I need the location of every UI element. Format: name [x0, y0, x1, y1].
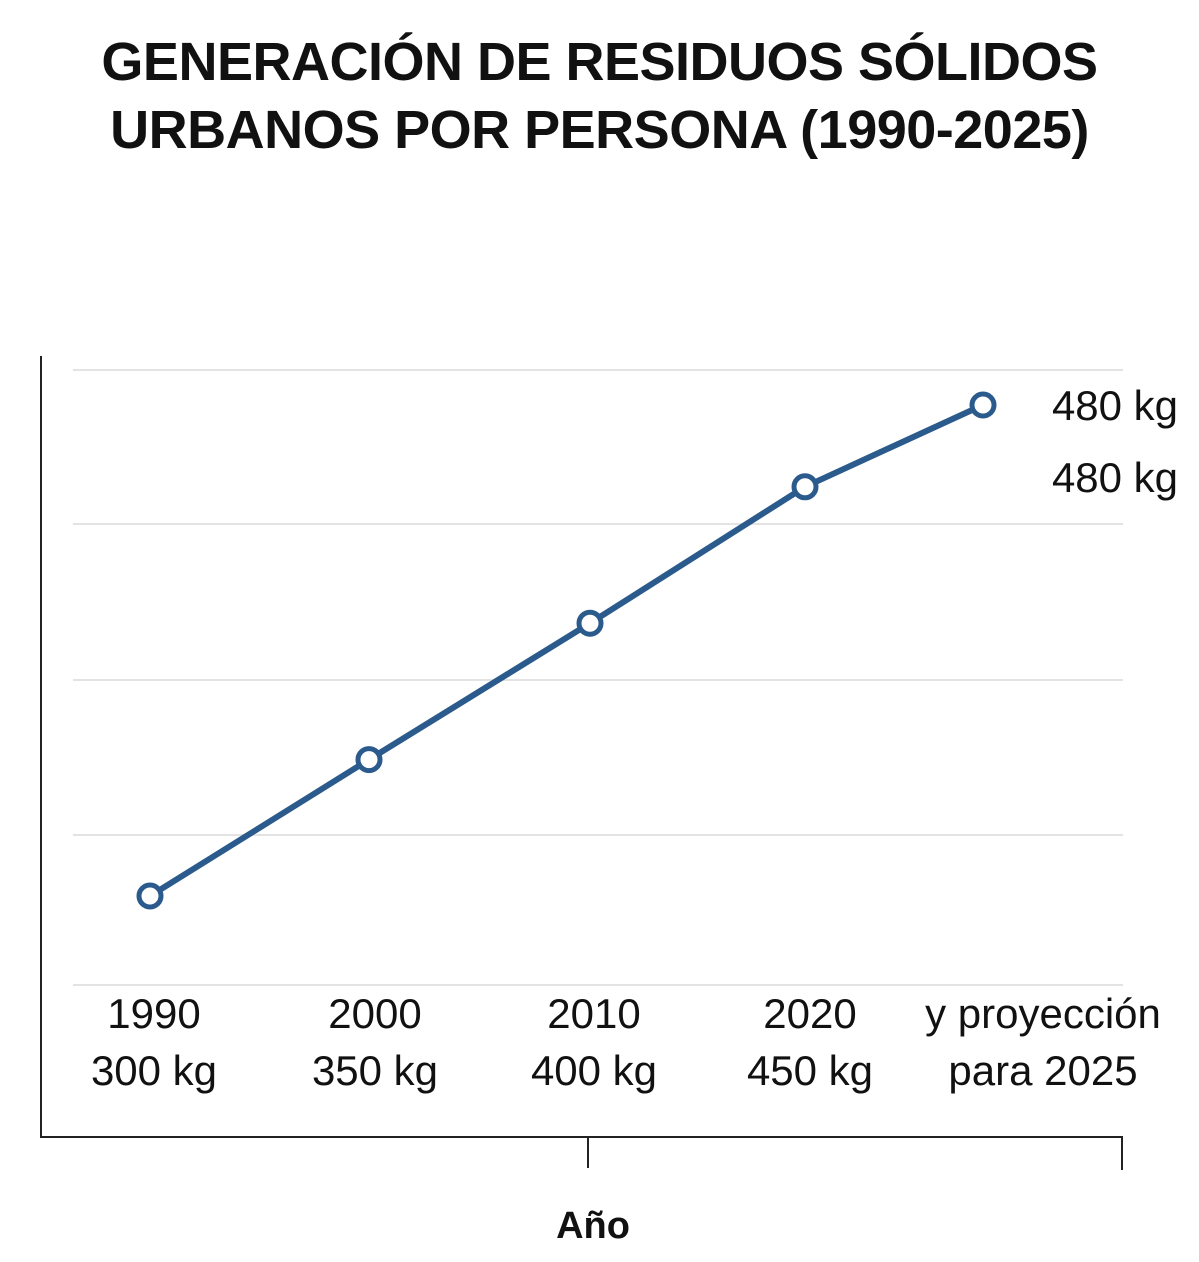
x-tick-label-value: 350 kg [312, 1047, 438, 1094]
x-tick-label: y proyección [925, 990, 1161, 1037]
x-tick-label: 2020 [763, 990, 856, 1037]
series-group [136, 391, 997, 910]
x-tick-label: 2010 [547, 990, 640, 1037]
data-label: 480 kg [1052, 454, 1178, 501]
chart-title-line-1: GENERACIÓN DE RESIDUOS SÓLIDOS [101, 32, 1098, 92]
data-point [791, 473, 819, 501]
x-tick-label-value: para 2025 [948, 1047, 1137, 1094]
annotations: 480 kg 480 kg [1052, 382, 1178, 501]
gridlines [73, 369, 1123, 986]
x-tick-label: 1990 [107, 990, 200, 1037]
data-point [355, 746, 383, 774]
axes [40, 356, 1123, 1170]
chart-title-line-2: URBANOS POR PERSONA (1990-2025) [110, 100, 1089, 160]
x-axis-title: Año [556, 1205, 630, 1247]
data-point [136, 882, 164, 910]
data-point [969, 391, 997, 419]
x-tick-label-value: 400 kg [531, 1047, 657, 1094]
data-label: 480 kg [1052, 382, 1178, 429]
series-line [147, 402, 986, 899]
x-tick-labels: 1990 300 kg 2000 350 kg 2010 400 kg 2020 450 kg… [91, 990, 1161, 1094]
data-point [576, 609, 604, 637]
chart-title: GENERACIÓN DE RESIDUOS SÓLIDOS URBANOS P… [0, 28, 1199, 164]
x-tick-label: 2000 [328, 990, 421, 1037]
x-tick-label-value: 300 kg [91, 1047, 217, 1094]
x-tick-label-value: 450 kg [747, 1047, 873, 1094]
